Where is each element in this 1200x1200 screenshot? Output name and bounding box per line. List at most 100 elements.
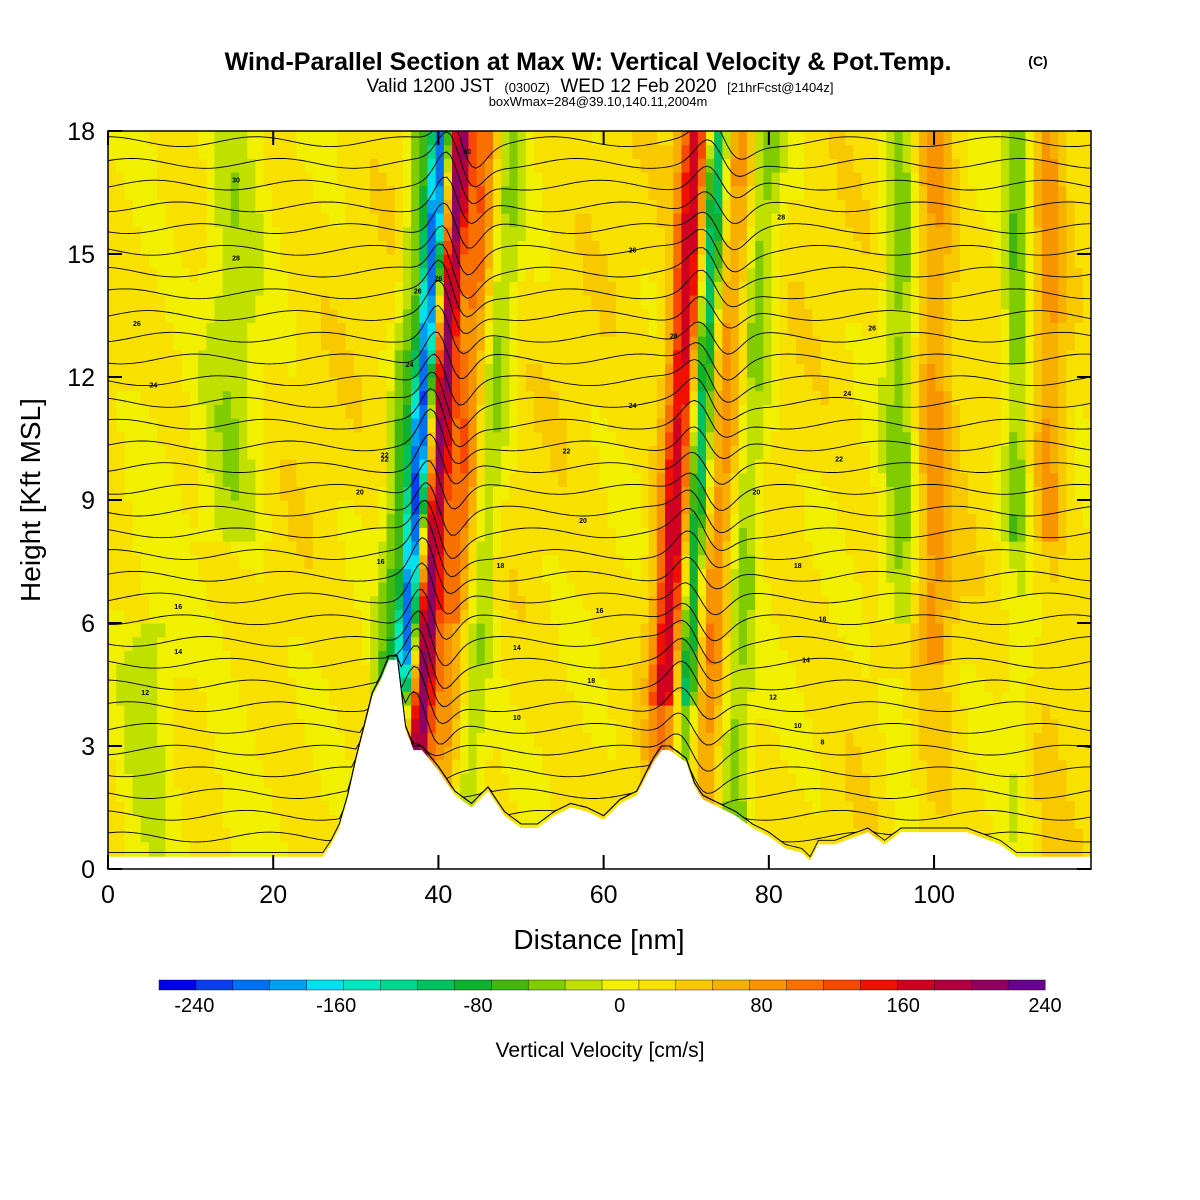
velocity-cell bbox=[615, 131, 625, 146]
velocity-cell bbox=[402, 472, 412, 487]
velocity-cell bbox=[320, 472, 330, 487]
velocity-cell bbox=[484, 664, 494, 679]
velocity-cell bbox=[452, 322, 461, 337]
velocity-cell bbox=[517, 131, 527, 146]
velocity-cell bbox=[820, 513, 830, 528]
velocity-cell bbox=[624, 445, 633, 460]
velocity-cell bbox=[288, 185, 298, 200]
velocity-cell bbox=[525, 404, 535, 419]
velocity-cell bbox=[484, 541, 494, 556]
velocity-cell bbox=[108, 554, 117, 569]
velocity-cell bbox=[599, 650, 609, 665]
velocity-cell bbox=[796, 650, 805, 665]
velocity-cell bbox=[222, 213, 232, 228]
velocity-cell bbox=[320, 226, 330, 241]
velocity-cell bbox=[206, 800, 216, 815]
velocity-cell bbox=[828, 226, 838, 241]
velocity-cell bbox=[697, 363, 707, 378]
velocity-cell bbox=[632, 172, 642, 187]
velocity-cell bbox=[312, 814, 322, 829]
velocity-cell bbox=[738, 308, 748, 323]
velocity-cell bbox=[271, 841, 281, 856]
velocity-cell bbox=[288, 472, 298, 487]
velocity-cell bbox=[845, 213, 855, 228]
velocity-cell bbox=[746, 459, 756, 474]
velocity-cell bbox=[501, 213, 510, 228]
velocity-cell bbox=[501, 705, 510, 720]
velocity-cell bbox=[419, 486, 429, 501]
velocity-cell bbox=[656, 226, 666, 241]
velocity-cell bbox=[779, 486, 789, 501]
velocity-cell bbox=[755, 582, 764, 597]
velocity-cell bbox=[533, 636, 543, 651]
velocity-cell bbox=[353, 650, 363, 665]
velocity-cell bbox=[517, 513, 527, 528]
velocity-cell bbox=[452, 418, 461, 433]
velocity-cell bbox=[812, 527, 822, 542]
velocity-cell bbox=[771, 486, 781, 501]
velocity-cell bbox=[280, 240, 289, 255]
velocity-cell bbox=[296, 650, 306, 665]
velocity-cell bbox=[230, 759, 240, 774]
velocity-cell bbox=[411, 404, 420, 419]
velocity-cell bbox=[116, 336, 125, 351]
velocity-cell bbox=[329, 445, 338, 460]
velocity-cell bbox=[697, 582, 707, 597]
velocity-cell bbox=[132, 650, 142, 665]
velocity-cell bbox=[255, 336, 265, 351]
velocity-cell bbox=[419, 677, 429, 692]
velocity-cell bbox=[665, 254, 674, 269]
velocity-cell bbox=[165, 623, 175, 638]
velocity-cell bbox=[697, 554, 707, 569]
velocity-cell bbox=[394, 363, 404, 378]
velocity-cell bbox=[411, 281, 420, 296]
velocity-cell bbox=[476, 404, 486, 419]
velocity-cell bbox=[148, 445, 158, 460]
velocity-cell bbox=[640, 390, 650, 405]
velocity-cell bbox=[394, 582, 404, 597]
velocity-cell bbox=[419, 295, 429, 310]
velocity-cell bbox=[181, 185, 191, 200]
velocity-cell bbox=[312, 500, 322, 515]
velocity-cell bbox=[632, 650, 642, 665]
velocity-cell bbox=[288, 841, 298, 856]
velocity-cell bbox=[648, 267, 658, 282]
velocity-cell bbox=[288, 363, 298, 378]
velocity-cell bbox=[689, 377, 699, 392]
velocity-cell bbox=[673, 349, 683, 364]
velocity-cell bbox=[419, 213, 429, 228]
velocity-cell bbox=[738, 623, 748, 638]
velocity-cell bbox=[665, 308, 674, 323]
velocity-cell bbox=[247, 336, 257, 351]
velocity-cell bbox=[820, 732, 830, 747]
velocity-cell bbox=[460, 636, 470, 651]
velocity-cell bbox=[296, 213, 306, 228]
velocity-cell bbox=[632, 349, 642, 364]
velocity-cell bbox=[550, 185, 560, 200]
velocity-cell bbox=[337, 185, 347, 200]
velocity-cell bbox=[378, 527, 388, 542]
velocity-cell bbox=[239, 377, 248, 392]
velocity-cell bbox=[853, 595, 863, 610]
velocity-cell bbox=[624, 705, 633, 720]
velocity-cell bbox=[288, 377, 298, 392]
velocity-cell bbox=[517, 472, 527, 487]
velocity-cell bbox=[157, 732, 166, 747]
velocity-cell bbox=[861, 759, 871, 774]
velocity-cell bbox=[419, 513, 429, 528]
velocity-cell bbox=[599, 582, 609, 597]
velocity-cell bbox=[411, 267, 420, 282]
velocity-cell bbox=[845, 554, 855, 569]
velocity-cell bbox=[402, 185, 412, 200]
velocity-cell bbox=[189, 773, 199, 788]
velocity-cell bbox=[779, 705, 789, 720]
velocity-cell bbox=[509, 172, 519, 187]
velocity-cell bbox=[533, 418, 543, 433]
velocity-cell bbox=[288, 418, 298, 433]
velocity-cell bbox=[312, 377, 322, 392]
velocity-cell bbox=[427, 199, 437, 214]
velocity-cell bbox=[763, 472, 773, 487]
velocity-cell bbox=[820, 226, 830, 241]
velocity-cell bbox=[198, 431, 207, 446]
velocity-cell bbox=[787, 677, 797, 692]
